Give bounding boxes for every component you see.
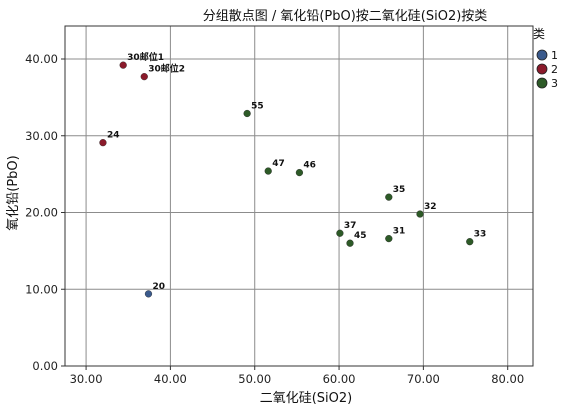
x-tick-label: 50.00	[238, 372, 271, 386]
point-label: 45	[354, 231, 367, 241]
data-point	[416, 210, 424, 218]
x-tick-label: 40.00	[154, 372, 187, 386]
y-axis-title: 氧化铅(PbO)	[6, 155, 21, 230]
axis-ticks: 30.00 40.00 50.00 60.00 70.00 80.00 0.00 10.00 2…	[25, 52, 524, 386]
legend-marker	[536, 49, 548, 61]
legend-title: 类	[533, 27, 545, 41]
point-label: 47	[272, 159, 285, 169]
point-label: 20	[152, 282, 165, 292]
legend-label: 2	[551, 63, 558, 76]
data-point	[264, 167, 272, 175]
plot-area	[64, 25, 534, 367]
x-tick-label: 30.00	[70, 372, 103, 386]
legend: 类 123	[533, 27, 558, 90]
data-point	[385, 234, 393, 243]
grid	[65, 26, 533, 367]
legend-label: 1	[551, 49, 558, 62]
point-label: 30邮位1	[127, 51, 164, 63]
y-tick-label: 20.00	[25, 206, 58, 220]
legend-label: 3	[551, 77, 558, 90]
chart-title: 分组散点图 / 氧化铅(PbO)按二氧化硅(SiO2)按类	[203, 9, 488, 24]
data-point	[119, 61, 127, 69]
point-label: 33	[474, 230, 487, 240]
legend-marker	[536, 63, 548, 75]
data-point	[243, 109, 251, 118]
data-point	[466, 238, 474, 246]
point-label: 55	[251, 101, 264, 111]
y-tick-label: 40.00	[25, 52, 58, 66]
data-point	[385, 193, 393, 201]
point-label: 31	[393, 227, 406, 237]
point-label: 35	[393, 185, 406, 195]
point-label: 32	[424, 202, 437, 212]
data-point	[99, 139, 107, 147]
x-tick-label: 70.00	[407, 372, 440, 386]
y-tick-label: 10.00	[25, 282, 58, 296]
point-label: 46	[303, 161, 316, 171]
point-label: 24	[107, 131, 120, 141]
y-tick-label: 0.00	[32, 359, 58, 373]
x-tick-label: 80.00	[491, 372, 524, 386]
x-axis-title: 二氧化硅(SiO2)	[260, 391, 353, 406]
y-tick-label: 30.00	[25, 129, 58, 143]
data-point	[140, 73, 148, 81]
point-label: 30邮位2	[148, 63, 185, 75]
data-point	[336, 229, 344, 237]
data-point	[295, 168, 304, 177]
legend-marker	[536, 77, 548, 89]
x-tick-label: 60.00	[323, 372, 356, 386]
data-point	[144, 290, 153, 298]
point-label: 37	[344, 221, 357, 231]
data-point	[346, 239, 354, 247]
